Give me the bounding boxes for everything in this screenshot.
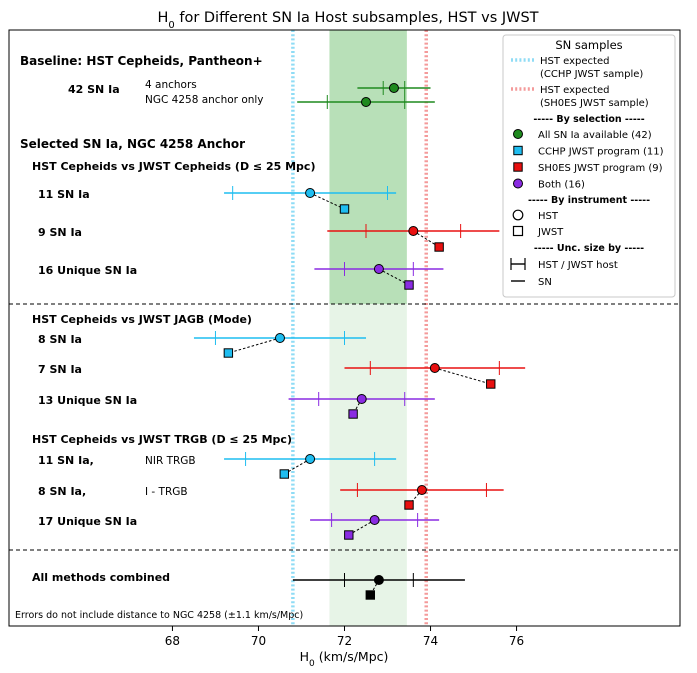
row-label: 17 Unique SN Ia <box>38 515 137 528</box>
row-label: 16 Unique SN Ia <box>38 264 137 277</box>
title-text: for Different SN Ia Host subsamples, HST… <box>175 10 539 26</box>
legend-marker <box>512 209 524 221</box>
row-note: 4 anchors <box>145 79 197 91</box>
hst-jwst-connector <box>228 337 281 354</box>
hst-point <box>416 485 427 495</box>
jwst-point <box>486 379 496 389</box>
legend-marker <box>513 162 523 172</box>
legend-selection-label: All SN Ia available (42) <box>538 130 652 141</box>
hst-point <box>305 454 316 464</box>
row-label: 11 SN Ia, <box>38 454 94 467</box>
title-subscript: 0 <box>168 20 174 31</box>
row-note: NGC 4258 anchor only <box>145 94 264 106</box>
section-title-baseline: Baseline: HST Cepheids, Pantheon+ <box>20 54 263 68</box>
hst-point <box>274 333 285 343</box>
hst-point <box>373 575 384 585</box>
legend-selection-label: Both (16) <box>538 180 585 191</box>
title-text: H <box>157 10 168 26</box>
hst-jwst-connector <box>434 367 491 385</box>
chart-title: H0 for Different SN Ia Host subsamples, … <box>157 10 538 31</box>
legend-line-label: HST expected (SH0ES JWST sample) <box>540 85 649 109</box>
legend-header-selection: ----- By selection ----- <box>533 114 644 125</box>
hst-point <box>305 188 316 198</box>
legend-marker <box>513 145 523 156</box>
x-tick-label: 68 <box>165 634 180 648</box>
subsection-title-cepheids: HST Cepheids vs JWST Cepheids (D ≤ 25 Mp… <box>32 160 315 173</box>
section-title-combined: All methods combined <box>32 571 170 584</box>
legend-instrument-label: JWST <box>537 227 564 238</box>
hst-point <box>361 97 372 107</box>
x-tick-label: 72 <box>337 634 352 648</box>
legend-unc-label: SN <box>538 277 552 288</box>
row-label: 9 SN Ia <box>38 226 82 239</box>
legend-selection-label: SH0ES JWST program (9) <box>538 163 663 174</box>
hst-jwst-connector <box>309 192 345 210</box>
legend-line-label-part: HST expected <box>540 56 609 67</box>
jwst-point <box>223 348 234 358</box>
x-tick-label: 76 <box>509 634 524 648</box>
footnote: Errors do not include distance to NGC 42… <box>15 610 303 621</box>
jwst-point <box>365 590 376 600</box>
jwst-point <box>434 242 444 252</box>
row-label: 11 SN Ia <box>38 188 90 201</box>
legend-selection-label: CCHP JWST program (11) <box>538 147 664 158</box>
legend-box <box>502 34 676 298</box>
jwst-point <box>279 469 289 479</box>
legend-line-label-part: HST expected <box>540 85 609 96</box>
jwst-point <box>339 204 350 214</box>
hst-point <box>369 515 380 525</box>
legend-title: SN samples <box>555 38 622 52</box>
hst-jwst-connector <box>378 268 410 286</box>
legend-unc-label: HST / JWST host <box>538 260 618 271</box>
x-tick-label: 70 <box>251 634 266 648</box>
row-label: 8 SN Ia, <box>38 485 86 498</box>
uncertainty-band-lower <box>329 304 407 626</box>
jwst-point <box>344 530 354 540</box>
x-axis-label-part: H <box>300 649 309 664</box>
subsection-title-jagb: HST Cepheids vs JWST JAGB (Mode) <box>32 313 252 326</box>
legend-marker <box>512 225 524 237</box>
hst-point <box>356 394 367 404</box>
hst-jwst-connector <box>413 230 440 248</box>
row-label: 13 Unique SN Ia <box>38 394 137 407</box>
legend-header-unc: ----- Unc. size by ----- <box>534 243 644 254</box>
x-axis-label-part: (km/s/Mpc) <box>315 649 389 664</box>
row-label: 7 SN Ia <box>38 363 82 376</box>
hst-point <box>429 363 440 373</box>
row-note: NIR TRGB <box>145 455 196 467</box>
jwst-point <box>348 409 358 419</box>
x-tick-label: 74 <box>423 634 438 648</box>
uncertainty-band-upper <box>329 30 407 304</box>
legend-header-instrument: ----- By instrument ----- <box>528 195 650 206</box>
subsection-title-trgb: HST Cepheids vs JWST TRGB (D ≤ 25 Mpc) <box>32 433 292 446</box>
legend-instrument-label: HST <box>538 211 559 222</box>
row-label: 42 SN Ia <box>68 83 120 96</box>
legend-marker <box>513 178 523 189</box>
legend-marker <box>513 129 523 139</box>
hst-point <box>388 83 399 93</box>
jwst-point <box>404 500 414 510</box>
row-label: 8 SN Ia <box>38 333 82 346</box>
hst-point <box>408 226 419 236</box>
x-axis-label-subscript: 0 <box>309 659 315 669</box>
legend-line-label-part: (SH0ES JWST sample) <box>540 98 649 109</box>
hst-point <box>373 264 384 274</box>
x-axis-label: H0 (km/s/Mpc) <box>300 649 389 669</box>
section-title-selected: Selected SN Ia, NGC 4258 Anchor <box>20 137 245 151</box>
row-note: I - TRGB <box>145 486 188 498</box>
legend-line-label-part: (CCHP JWST sample) <box>540 69 643 80</box>
jwst-point <box>404 280 414 290</box>
legend-line-label: HST expected (CCHP JWST sample) <box>540 56 643 80</box>
hst-jwst-connector <box>408 489 423 506</box>
